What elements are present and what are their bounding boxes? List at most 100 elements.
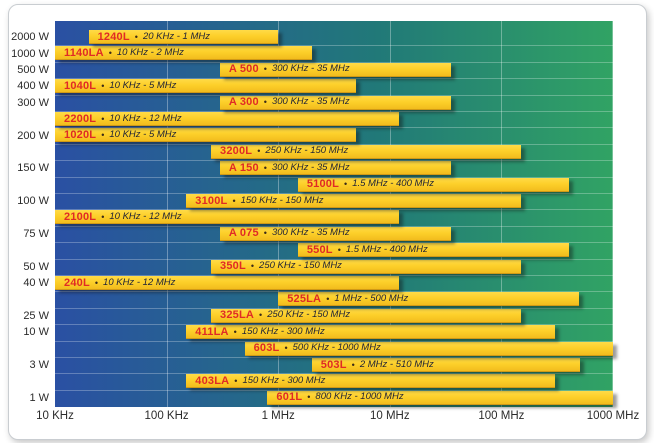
frequency-range-label: 500 KHz - 1000 MHz	[292, 342, 381, 354]
bullet-separator: •	[263, 162, 267, 173]
model-label: 5100L	[306, 178, 340, 191]
model-label: 2100L	[64, 210, 97, 223]
y-axis-label: 1 W	[29, 392, 49, 404]
amplifier-bar: 350L • 250 KHz - 150 MHz	[211, 259, 522, 274]
frequency-range-label: 300 KHz - 35 MHz	[271, 227, 350, 239]
amplifier-bar: 2200L • 10 KHz - 12 MHz	[55, 112, 399, 126]
row-separator-line	[55, 160, 613, 162]
amplifier-bar: 503L • 2 MHz - 510 MHz	[311, 358, 581, 372]
frequency-range-label: 10 KHz - 2 MHz	[116, 46, 184, 58]
y-axis-label: 2000 W	[11, 31, 49, 44]
model-label: 325LA	[220, 309, 255, 322]
y-axis-label: 50 W	[23, 260, 49, 273]
frequency-range-label: 10 KHz - 12 MHz	[109, 210, 182, 222]
bullet-separator: •	[101, 211, 105, 222]
amplifier-bar: 1240L • 20 KHz - 1 MHz	[88, 30, 279, 44]
frequency-range-label: 2 MHz - 510 MHz	[359, 358, 434, 370]
y-axis-label: 1000 W	[11, 47, 49, 60]
row-separator-line	[55, 324, 613, 326]
y-axis-label: 3 W	[29, 359, 49, 372]
y-axis-label: 100 W	[17, 195, 49, 208]
amplifier-bar: 240L • 10 KHz - 12 MHz	[55, 276, 399, 290]
row-separator-line	[55, 61, 613, 63]
model-label: A 300	[228, 96, 259, 109]
row-separator-line	[55, 193, 613, 194]
frequency-range-label: 250 KHz - 150 MHz	[259, 260, 342, 272]
model-label: 1020L	[64, 128, 97, 141]
model-label: 1240L	[97, 30, 130, 43]
x-axis-label: 100 KHz	[144, 410, 189, 422]
bullet-separator: •	[307, 392, 311, 403]
bullet-separator: •	[259, 310, 263, 321]
model-label: 2200L	[64, 112, 97, 125]
model-label: A 150	[228, 161, 259, 174]
y-axis-label: 400 W	[17, 80, 49, 93]
bullet-separator: •	[108, 47, 112, 58]
amplifier-bar: A 500 • 300 KHz - 35 MHz	[219, 62, 451, 77]
bullet-separator: •	[257, 146, 261, 157]
frequency-range-label: 150 KHz - 150 MHz	[240, 194, 324, 206]
model-label: 525LA	[287, 292, 322, 305]
frequency-range-label: 10 KHz - 12 MHz	[109, 112, 182, 124]
amplifier-bar: 603L • 500 KHz - 1000 MHz	[244, 341, 613, 356]
amplifier-bar: 2100L • 10 KHz - 12 MHz	[55, 210, 399, 225]
frequency-range-label: 10 KHz - 12 MHz	[103, 276, 176, 288]
row-separator-line	[55, 45, 613, 47]
bullet-separator: •	[344, 179, 348, 190]
row-separator-line	[55, 357, 613, 358]
y-axis-label: 500 W	[17, 64, 49, 76]
model-label: 603L	[253, 342, 280, 355]
row-separator-line	[55, 258, 613, 260]
row-separator-line	[55, 389, 613, 391]
row-separator-line	[55, 111, 613, 112]
row-separator-line	[55, 143, 613, 145]
bullet-separator: •	[326, 293, 330, 304]
bullet-separator: •	[263, 228, 267, 239]
frequency-range-label: 10 KHz - 5 MHz	[109, 128, 177, 140]
y-axis-label: 200 W	[17, 129, 49, 142]
row-separator-line	[55, 225, 613, 227]
frequency-range-label: 300 KHz - 35 MHz	[271, 96, 350, 108]
y-axis-label: 150 W	[17, 162, 49, 175]
bullet-separator: •	[232, 195, 236, 206]
y-axis-label: 25 W	[23, 310, 49, 322]
amplifier-bar: A 075 • 300 KHz - 35 MHz	[219, 226, 451, 241]
model-label: A 075	[228, 227, 259, 240]
frequency-range-label: 300 KHz - 35 MHz	[271, 161, 350, 173]
frequency-range-label: 1.5 MHz - 400 MHz	[352, 178, 435, 190]
row-separator-line	[55, 209, 613, 211]
x-axis-label: 1 MHz	[261, 410, 295, 422]
frequency-range-label: 150 KHz - 300 MHz	[241, 325, 325, 337]
model-label: 350L	[220, 260, 246, 273]
model-label: 403LA	[195, 374, 230, 387]
model-label: 601L	[276, 391, 303, 404]
amplifier-bar: 3100L • 150 KHz - 150 MHz	[186, 194, 522, 208]
chart-card: 1240L • 20 KHz - 1 MHz 1140LA • 10 KHz - 2 MH…	[8, 4, 647, 440]
row-separator-line	[55, 291, 613, 293]
frequency-range-label: 300 KHz - 35 MHz	[271, 63, 350, 75]
model-label: A 500	[228, 63, 259, 76]
frequency-range-label: 250 KHz - 150 MHz	[267, 309, 351, 321]
plot-area: 1240L • 20 KHz - 1 MHz 1140LA • 10 KHz - 2 MH…	[55, 21, 613, 407]
gridline-vertical	[612, 21, 613, 407]
model-label: 3200L	[220, 145, 253, 158]
bullet-separator: •	[234, 375, 238, 386]
amplifier-bar: 1140LA • 10 KHz - 2 MHz	[55, 46, 312, 61]
amplifier-bar: 1040L • 10 KHz - 5 MHz	[55, 79, 357, 94]
amplifier-bar: 325LA • 250 KHz - 150 MHz	[211, 308, 522, 323]
frequency-range-label: 1 MHz - 500 MHz	[334, 292, 409, 304]
amplifier-bar: 411LA • 150 KHz - 300 MHz	[186, 325, 555, 340]
amplifier-bar: 3200L • 250 KHz - 150 MHz	[211, 144, 522, 159]
y-axis-label: 10 W	[23, 326, 49, 339]
row-separator-line	[55, 94, 613, 96]
amplifier-bar: A 150 • 300 KHz - 35 MHz	[219, 161, 451, 176]
row-separator-line	[55, 340, 613, 342]
frequency-range-label: 20 KHz - 1 MHz	[142, 30, 210, 42]
model-label: 503L	[320, 358, 347, 371]
row-separator-line	[55, 275, 613, 276]
row-separator-line	[55, 307, 613, 309]
bullet-separator: •	[263, 64, 267, 75]
bullet-separator: •	[250, 261, 255, 272]
row-separator-line	[55, 373, 613, 375]
amplifier-bar: 550L • 1.5 MHz - 400 MHz	[297, 243, 569, 258]
